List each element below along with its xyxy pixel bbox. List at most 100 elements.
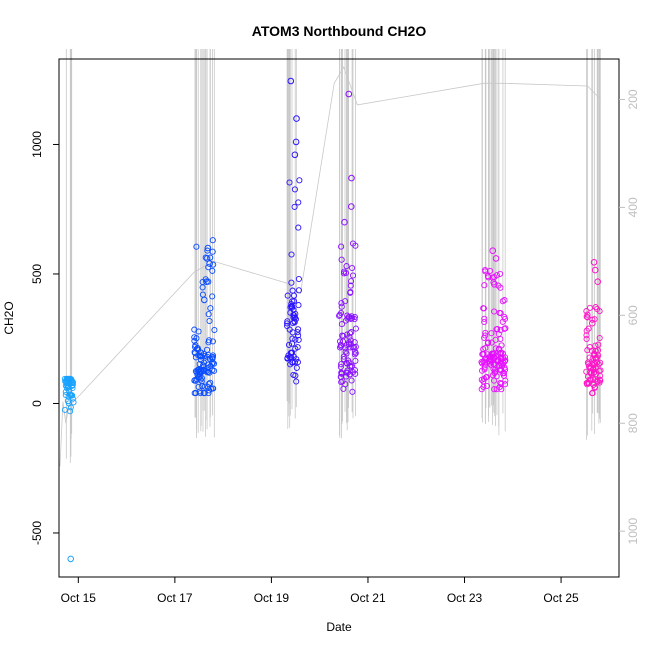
data-point <box>203 255 211 262</box>
data-point <box>591 266 599 274</box>
data-point <box>286 326 293 333</box>
chart-title: ATOM3 Northbound CH2O <box>252 23 427 39</box>
data-point <box>196 374 203 381</box>
data-point <box>288 349 295 356</box>
data-point <box>289 287 296 294</box>
data-point <box>594 347 602 354</box>
data-point <box>337 341 344 348</box>
data-point <box>283 320 291 327</box>
y-tick-label: 500 <box>30 264 44 284</box>
data-point <box>347 363 354 370</box>
data-point <box>491 281 498 288</box>
data-point <box>487 361 494 368</box>
data-point <box>583 308 590 315</box>
data-point <box>289 335 296 342</box>
data-point <box>202 254 209 261</box>
x-tick-label: Oct 21 <box>350 591 386 605</box>
data-point <box>348 174 355 182</box>
data-point <box>209 293 216 300</box>
data-point <box>295 302 302 309</box>
data-point <box>482 355 489 362</box>
data-point <box>493 326 500 333</box>
data-point <box>288 251 295 258</box>
x-tick-label: Oct 15 <box>61 591 97 605</box>
data-point <box>295 287 302 294</box>
data-point <box>586 304 594 311</box>
data-point <box>64 397 72 405</box>
data-point <box>495 346 502 353</box>
data-point <box>344 331 351 338</box>
data-point <box>478 376 485 383</box>
data-point <box>287 361 294 368</box>
right-tick-label: 800 <box>626 413 640 433</box>
data-point <box>346 330 354 337</box>
data-point <box>67 408 74 415</box>
data-point <box>295 199 302 206</box>
data-point <box>338 321 345 328</box>
data-point <box>589 390 596 397</box>
data-point <box>338 361 345 368</box>
data-point <box>491 308 498 315</box>
data-point <box>338 309 345 317</box>
data-point <box>482 268 489 275</box>
data-point <box>286 179 293 186</box>
data-point <box>344 369 351 376</box>
data-point <box>481 282 488 289</box>
data-point <box>204 244 212 252</box>
data-point <box>65 376 72 384</box>
data-point <box>284 318 291 325</box>
data-point <box>67 391 74 398</box>
data-point <box>584 314 591 321</box>
data-point <box>489 247 497 254</box>
y-axis: -500 0 500 1000 <box>30 131 59 545</box>
data-point <box>210 261 217 268</box>
data-point <box>498 354 505 361</box>
data-point <box>594 377 601 384</box>
data-point <box>488 330 495 337</box>
data-point <box>345 90 353 98</box>
data-point <box>492 336 499 343</box>
data-point <box>590 376 597 383</box>
data-point <box>201 383 208 390</box>
data-point <box>583 335 590 343</box>
x-axis: Oct 15 Oct 17 Oct 19 Oct 21 Oct 23 Oct 25 <box>61 576 579 605</box>
data-point <box>349 240 357 247</box>
data-point <box>495 282 502 289</box>
data-point <box>590 366 597 373</box>
data-point <box>349 388 356 395</box>
data-point <box>205 390 212 397</box>
data-point <box>347 282 354 289</box>
data-point <box>295 224 302 231</box>
data-point <box>288 279 295 286</box>
data-point <box>209 237 216 244</box>
data-point <box>352 370 359 377</box>
data-point <box>593 359 601 366</box>
data-point <box>199 383 206 390</box>
data-point <box>590 370 597 377</box>
data-point <box>201 296 208 304</box>
data-point <box>592 348 599 355</box>
x-tick-label: Oct 23 <box>447 591 483 605</box>
data-point <box>498 363 506 370</box>
data-point <box>488 339 495 346</box>
data-point <box>204 369 211 376</box>
data-point <box>496 350 503 357</box>
data-point <box>497 310 504 317</box>
data-point <box>293 356 300 363</box>
data-point <box>199 284 206 291</box>
data-point <box>352 325 359 332</box>
altitude-connector-line <box>59 66 601 467</box>
data-point <box>492 255 500 262</box>
data-point <box>483 382 491 390</box>
data-point <box>586 376 594 383</box>
data-point <box>341 218 348 226</box>
data-point <box>338 256 345 263</box>
data-point <box>501 381 509 388</box>
data-point <box>203 278 210 286</box>
data-point <box>338 300 345 307</box>
data-point <box>284 292 291 299</box>
data-point <box>343 359 350 366</box>
y-tick-label: 0 <box>30 400 44 407</box>
data-point <box>497 270 504 277</box>
data-point <box>206 260 213 267</box>
